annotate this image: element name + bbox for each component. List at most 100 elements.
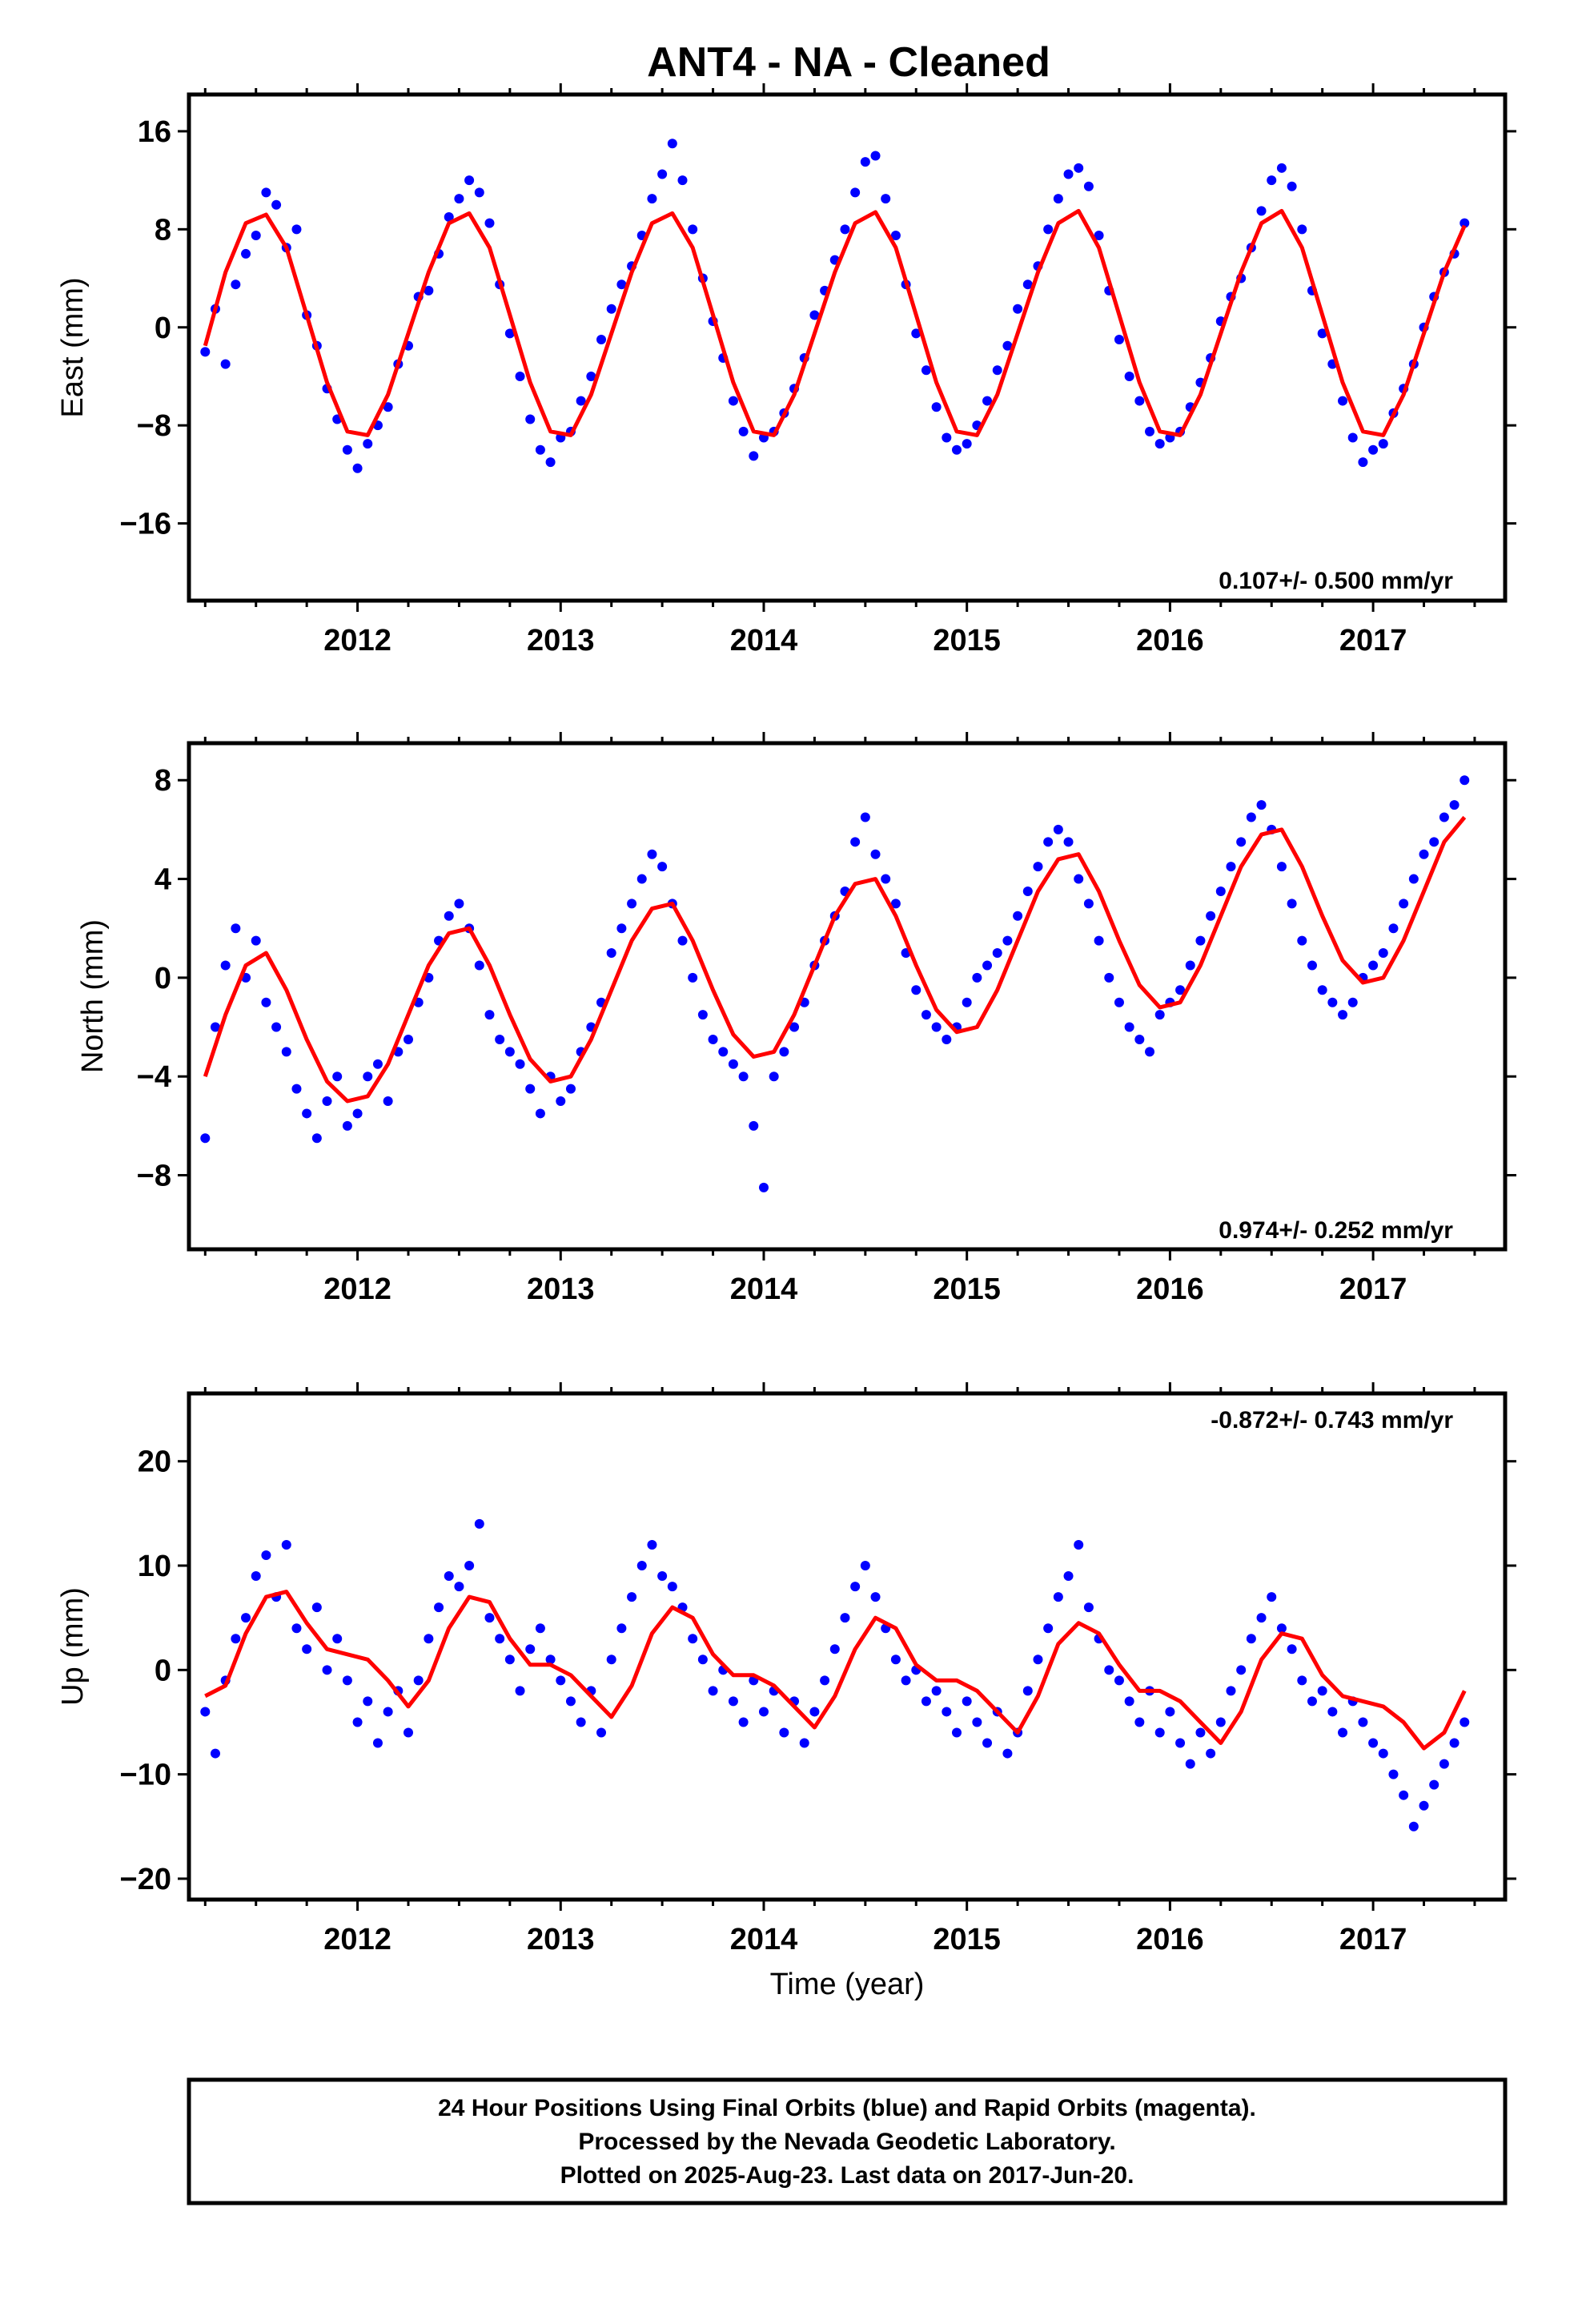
north-data-point (556, 1096, 566, 1107)
east-data-point (1074, 163, 1084, 173)
up-data-point (444, 1571, 454, 1582)
north-data-point (1002, 935, 1013, 946)
north-model-curve (203, 815, 1467, 1104)
up-x-tick-label: 2016 (1136, 1923, 1204, 1956)
east-velocity-label: 0.107+/- 0.500 mm/yr (1219, 568, 1453, 594)
up-data-point (474, 1518, 484, 1529)
up-data-point (829, 1644, 840, 1655)
up-y-tick-label: 20 (138, 1445, 171, 1479)
up-data-point (1287, 1644, 1297, 1655)
east-data-point (424, 285, 434, 296)
north-data-point (1185, 960, 1195, 971)
north-data-point (921, 1010, 931, 1020)
north-data-point (982, 960, 993, 971)
up-data-point (291, 1623, 302, 1634)
up-data-point (1246, 1634, 1256, 1644)
north-data-point (372, 1059, 383, 1069)
up-data-point (616, 1623, 627, 1634)
north-y-axis-label: North (mm) (76, 919, 110, 1073)
up-data-point (210, 1748, 220, 1759)
east-data-point (535, 444, 545, 455)
up-data-point (627, 1592, 637, 1602)
up-data-point (1439, 1759, 1449, 1769)
north-data-point (769, 1072, 779, 1082)
east-data-point (992, 365, 1002, 376)
up-data-point (504, 1655, 515, 1665)
east-data-point (352, 463, 363, 473)
east-data-point (1124, 371, 1134, 381)
north-data-point (454, 899, 464, 909)
north-data-point (352, 1108, 363, 1119)
up-data-point (1388, 1769, 1399, 1779)
up-data-point (302, 1644, 312, 1655)
up-data-point (1002, 1748, 1013, 1759)
footer-box: 24 Hour Positions Using Final Orbits (bl… (187, 2077, 1508, 2205)
north-x-tick-label: 2017 (1339, 1273, 1407, 1306)
up-data-point (890, 1655, 901, 1665)
north-data-point (484, 1010, 495, 1020)
up-data-point (1307, 1696, 1317, 1707)
up-data-point (1134, 1717, 1145, 1727)
north-data-point (1134, 1034, 1145, 1044)
up-data-point (972, 1717, 982, 1727)
east-data-point (1022, 279, 1033, 290)
up-data-point (404, 1727, 413, 1738)
up-data-point (667, 1582, 677, 1592)
up-x-tick-label: 2017 (1339, 1923, 1407, 1956)
north-data-point (1246, 812, 1256, 822)
up-data-point (545, 1655, 556, 1665)
east-data-point (921, 365, 931, 376)
north-data-point (1408, 874, 1419, 884)
east-data-point (474, 187, 484, 198)
up-data-point (688, 1634, 698, 1644)
east-data-point (1013, 304, 1023, 314)
north-data-point (1063, 837, 1074, 847)
north-data-point (1094, 935, 1104, 946)
up-data-point (1124, 1696, 1134, 1707)
east-y-tick-label: 0 (155, 312, 171, 345)
up-velocity-label: -0.872+/- 0.743 mm/yr (1211, 1407, 1453, 1433)
north-data-point (1347, 997, 1358, 1007)
north-data-point (515, 1059, 525, 1069)
north-data-point (1388, 923, 1399, 934)
up-data-point (241, 1613, 251, 1623)
up-data-point (1022, 1686, 1033, 1696)
up-data-point (647, 1539, 657, 1550)
north-data-point (504, 1047, 515, 1057)
up-data-point (779, 1727, 789, 1738)
east-data-point (241, 248, 251, 259)
up-data-point (424, 1634, 434, 1644)
north-data-point (1043, 837, 1054, 847)
north-data-point (1053, 824, 1063, 834)
up-data-point (261, 1550, 271, 1560)
north-x-tick-label: 2013 (527, 1273, 595, 1306)
up-data-point (251, 1571, 261, 1582)
up-data-point (1276, 1623, 1287, 1634)
up-data-point (1429, 1779, 1439, 1790)
footer-line-3: Plotted on 2025-Aug-23. Last data on 201… (560, 2162, 1134, 2189)
east-y-tick-label: −8 (137, 409, 171, 443)
east-data-point (363, 439, 373, 449)
east-x-tick-label: 2012 (323, 624, 391, 657)
north-data-point (627, 899, 637, 909)
up-data-point (1267, 1592, 1277, 1602)
up-data-point (556, 1675, 566, 1686)
east-data-point (931, 402, 942, 412)
up-data-point (1104, 1665, 1114, 1675)
up-panel: −20 −10 0 10 20 2012 2013 2014 2015 2016 2017 Up (… (56, 1382, 1516, 2001)
east-y-tick-label: 8 (155, 213, 171, 247)
up-data-point (1226, 1686, 1236, 1696)
up-model-curve (204, 1590, 1467, 1751)
east-model-curve (203, 208, 1467, 437)
up-data-point (383, 1707, 393, 1717)
east-x-tick-label: 2016 (1136, 624, 1204, 657)
north-data-point (890, 899, 901, 909)
north-data-point (302, 1108, 312, 1119)
north-data-point (1378, 948, 1388, 959)
east-data-point (504, 328, 515, 339)
north-data-point (1399, 899, 1409, 909)
east-data-point (1287, 181, 1297, 191)
up-data-point (484, 1613, 495, 1623)
east-data-point (1358, 457, 1368, 468)
north-data-point (688, 972, 698, 983)
